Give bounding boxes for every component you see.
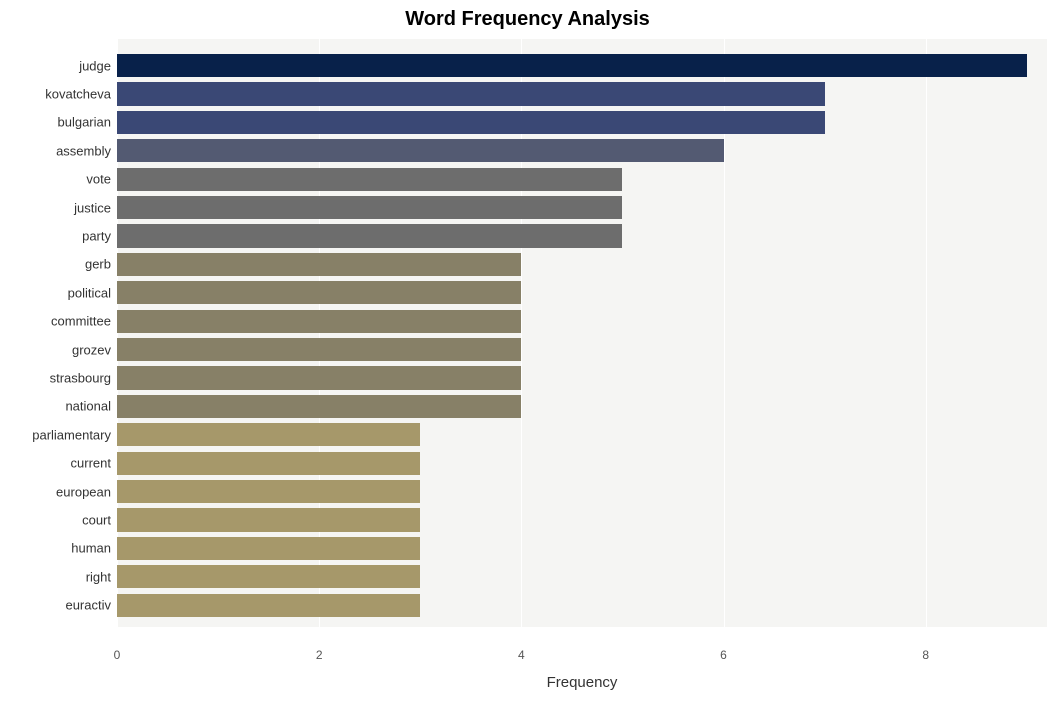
y-tick-label: euractiv: [65, 598, 111, 613]
y-tick-label: committee: [51, 314, 111, 329]
y-tick-label: gerb: [85, 257, 111, 272]
y-tick-label: european: [56, 484, 111, 499]
y-tick-label: bulgarian: [58, 115, 112, 130]
y-tick-label: court: [82, 513, 111, 528]
x-tick-label: 4: [518, 648, 525, 662]
bar: [117, 395, 521, 418]
bar: [117, 338, 521, 361]
chart-container: Word Frequency Analysis Frequency judge k…: [0, 0, 1055, 701]
bar: [117, 310, 521, 333]
bar: [117, 423, 420, 446]
y-tick-label: national: [65, 399, 111, 414]
x-tick-label: 6: [720, 648, 727, 662]
bar: [117, 224, 622, 247]
bar: [117, 82, 825, 105]
x-tick-label: 8: [922, 648, 929, 662]
plot-area: [117, 38, 1047, 633]
y-tick-label: current: [71, 456, 111, 471]
x-tick-label: 0: [114, 648, 121, 662]
bar: [117, 480, 420, 503]
bar: [117, 452, 420, 475]
bar: [117, 537, 420, 560]
bar: [117, 253, 521, 276]
bar: [117, 594, 420, 617]
bar: [117, 54, 1027, 77]
y-tick-label: party: [82, 229, 111, 244]
bar: [117, 565, 420, 588]
bar: [117, 111, 825, 134]
y-tick-label: political: [68, 285, 111, 300]
y-tick-label: judge: [79, 58, 111, 73]
y-tick-label: vote: [86, 172, 111, 187]
y-tick-label: assembly: [56, 143, 111, 158]
bar: [117, 281, 521, 304]
bar: [117, 366, 521, 389]
x-axis-title: Frequency: [117, 674, 1047, 691]
bar: [117, 196, 622, 219]
bar: [117, 139, 724, 162]
x-tick-label: 2: [316, 648, 323, 662]
y-tick-label: human: [71, 541, 111, 556]
y-tick-label: kovatcheva: [45, 87, 111, 102]
y-tick-label: grozev: [72, 342, 111, 357]
y-tick-label: right: [86, 569, 111, 584]
grid-line: [926, 39, 927, 627]
y-tick-label: justice: [74, 200, 111, 215]
y-tick-label: parliamentary: [32, 427, 111, 442]
bar: [117, 168, 622, 191]
bar: [117, 508, 420, 531]
y-tick-label: strasbourg: [50, 371, 111, 386]
chart-title: Word Frequency Analysis: [0, 8, 1055, 31]
